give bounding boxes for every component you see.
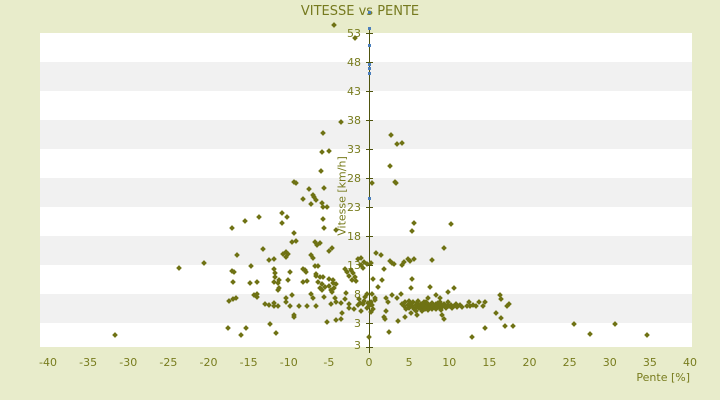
grid-band	[40, 61, 692, 91]
grid-band	[40, 235, 692, 265]
data-point-points-bleus-axe-zero	[367, 26, 371, 30]
x-tick-label: 25	[562, 356, 577, 369]
x-axis-title: Pente [%]	[636, 371, 690, 384]
x-tick-label: 0	[365, 356, 373, 369]
y-tick-mark	[366, 90, 373, 92]
y-tick-label: 13	[347, 258, 361, 272]
x-tick-label: -40	[39, 356, 57, 369]
grid-band	[40, 177, 692, 207]
x-tick-label: 15	[482, 356, 497, 369]
grid-band	[40, 264, 692, 294]
data-point-points-bleus-axe-zero	[368, 62, 372, 66]
grid-band	[40, 90, 692, 120]
y-tick-mark	[366, 322, 373, 324]
y-tick-mark	[366, 61, 373, 63]
chart-title: VITESSE vs PENTE	[300, 4, 420, 19]
y-tick-label: 38	[347, 113, 361, 127]
x-tick-label: -15	[239, 356, 258, 369]
x-tick-label: 20	[522, 356, 537, 369]
x-tick-label: -5	[323, 356, 335, 369]
y-tick-mark	[366, 206, 373, 208]
y-tick-mark	[366, 177, 373, 179]
grid-band	[40, 322, 692, 347]
plot-area: 53 48 43 38 33 28 23 18 13 8 3 3	[40, 10, 692, 353]
data-point-vitesse-vs-pente	[331, 22, 338, 28]
y-tick-mark	[366, 235, 373, 237]
y-axis-line	[369, 28, 370, 353]
y-tick-label: 43	[347, 84, 361, 98]
data-point-points-bleus-axe-zero	[367, 10, 371, 14]
data-point-points-bleus-axe-zero	[368, 66, 372, 70]
x-tick-label: -20	[199, 356, 218, 369]
grid-band	[40, 206, 692, 236]
y-tick-mark	[366, 119, 373, 121]
x-tick-label: 10	[442, 356, 457, 369]
x-tick-label: 40	[683, 356, 697, 369]
grid-band	[40, 33, 692, 62]
data-point-points-bleus-axe-zero	[367, 72, 371, 76]
data-point-points-bleus-axe-zero	[367, 43, 371, 47]
x-tick-label: -35	[79, 356, 98, 369]
y-tick-mark	[366, 33, 373, 34]
y-tick-label: 3	[354, 316, 361, 330]
y-tick-label: 8	[354, 287, 361, 301]
grid-band	[40, 148, 692, 178]
x-tick-label: -30	[119, 356, 138, 369]
x-tick-label: 30	[602, 356, 617, 369]
x-tick-label: 35	[642, 356, 657, 369]
x-tick-label: -25	[159, 356, 178, 369]
y-tick-label: 18	[347, 229, 361, 243]
x-tick-label: 5	[405, 356, 413, 369]
y-tick-label: 28	[347, 171, 361, 185]
y-tick-label: 23	[347, 200, 361, 214]
grid-band	[40, 119, 692, 149]
y-tick-mark	[366, 347, 373, 348]
y-tick-mark	[366, 148, 373, 150]
y-tick-label: 33	[347, 142, 361, 156]
x-tick-label: -10	[279, 356, 298, 369]
y-tick-label: 48	[347, 55, 361, 69]
data-point-points-bleus-axe-zero	[367, 196, 371, 200]
y-axis-bottom-label: 3	[354, 339, 361, 352]
y-axis-title: Vitesse [km/h]	[335, 156, 349, 236]
y-tick-label: 53	[347, 27, 361, 40]
